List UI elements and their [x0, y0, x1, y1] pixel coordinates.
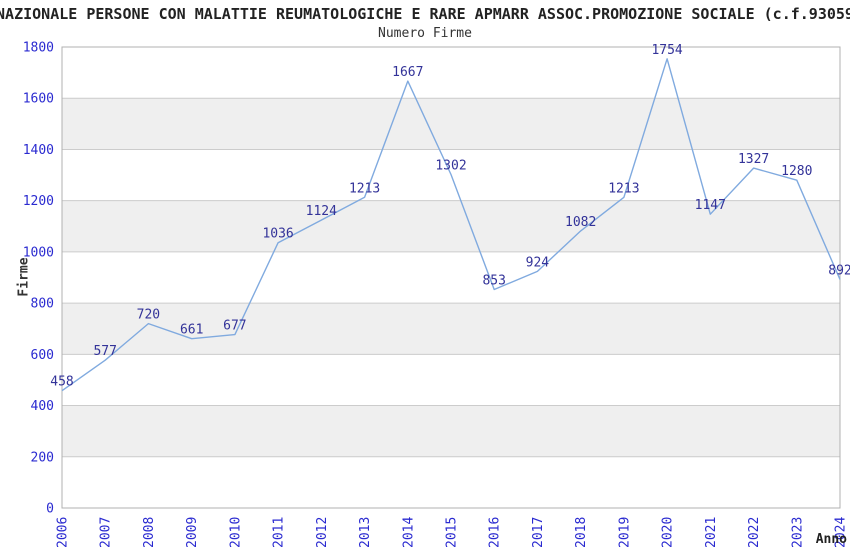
x-tick-label: 2007	[99, 517, 114, 548]
data-point-label: 661	[180, 323, 203, 338]
data-point-label: 577	[93, 344, 116, 359]
y-tick-label: 800	[31, 297, 54, 312]
x-tick-label: 2008	[142, 517, 157, 548]
x-tick-label: 2019	[617, 517, 632, 548]
data-point-label: 1213	[608, 181, 639, 196]
data-point-label: 458	[50, 375, 73, 390]
data-point-label: 720	[137, 308, 160, 323]
x-tick-label: 2016	[488, 517, 503, 548]
series-line	[61, 58, 841, 392]
x-tick-label: 2011	[272, 517, 287, 548]
x-tick-label: 2012	[315, 517, 330, 548]
data-point-label: 1213	[349, 181, 380, 196]
x-tick-label: 2013	[358, 517, 373, 548]
plot-band	[62, 251, 840, 304]
page-title: NAZIONALE PERSONE CON MALATTIE REUMATOLO…	[0, 5, 850, 23]
y-tick-label: 1600	[23, 92, 54, 107]
data-point-label: 1280	[781, 164, 812, 179]
data-point-label: 1327	[738, 152, 769, 167]
x-tick-label: 2018	[574, 517, 589, 548]
x-tick-label: 2010	[228, 517, 243, 548]
x-tick-label: 2020	[661, 517, 676, 548]
data-point-label: 892	[828, 264, 850, 279]
y-axis-title: Firme	[16, 257, 32, 297]
x-tick-label: 2024	[834, 517, 849, 548]
y-tick-label: 200	[31, 450, 54, 465]
plot-band	[62, 405, 840, 457]
x-tick-label: 2017	[531, 517, 546, 548]
x-tick-label: 2009	[185, 517, 200, 548]
y-tick-label: 400	[31, 399, 54, 414]
plot-band	[62, 456, 840, 508]
chart-title: Numero Firme	[378, 26, 472, 41]
x-tick-label: 2022	[747, 517, 762, 548]
plot-border	[61, 46, 841, 509]
x-axis-title: Anno	[815, 532, 847, 547]
plot-band	[62, 354, 840, 406]
y-tick-label: 0	[46, 502, 54, 517]
y-tick-label: 1200	[23, 194, 54, 209]
data-point-label: 1302	[435, 159, 466, 174]
data-point-label: 1036	[262, 227, 293, 242]
data-point-label: 924	[526, 255, 550, 270]
x-tick-label: 2006	[56, 517, 71, 548]
x-tick-label: 2015	[445, 517, 460, 548]
data-point-label: 677	[223, 319, 246, 334]
y-tick-label: 1400	[23, 143, 54, 158]
plot-band	[62, 200, 840, 252]
data-point-label: 1667	[392, 65, 423, 80]
data-point-label: 1082	[565, 215, 596, 230]
plot-band	[62, 303, 840, 355]
data-point-label: 1124	[306, 204, 337, 219]
plot-band	[62, 98, 840, 150]
data-point-label: 1147	[695, 198, 726, 213]
data-point-label: 853	[482, 274, 505, 289]
x-tick-label: 2023	[790, 517, 805, 548]
plot-band	[62, 47, 840, 99]
y-tick-label: 1000	[23, 245, 54, 260]
data-point-label: 1754	[651, 43, 682, 58]
y-tick-label: 600	[31, 348, 54, 363]
x-tick-label: 2014	[401, 517, 416, 548]
x-tick-label: 2021	[704, 517, 719, 548]
y-tick-label: 1800	[23, 41, 54, 56]
